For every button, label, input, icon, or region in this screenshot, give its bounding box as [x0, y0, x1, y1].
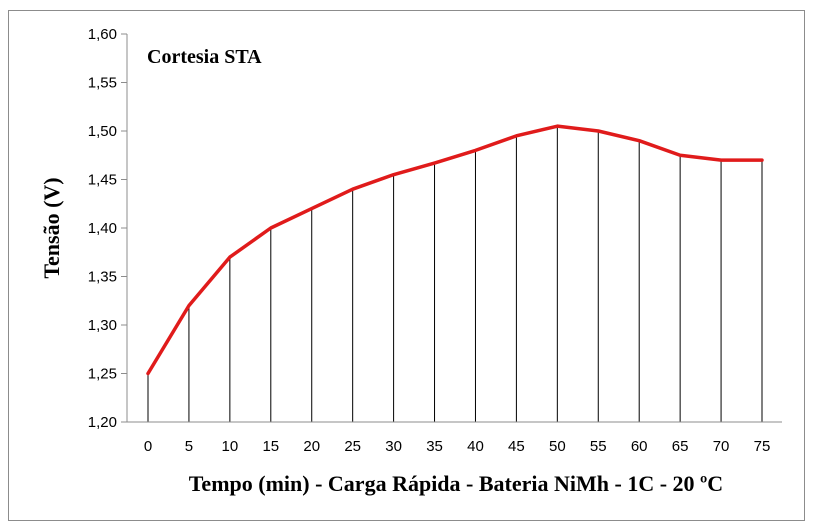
x-tick-label: 25	[344, 438, 361, 455]
x-tick-label: 40	[467, 438, 484, 455]
y-axis-label: Tensão (V)	[39, 177, 64, 278]
x-tick-label: 45	[508, 438, 525, 455]
x-axis-label: Tempo (min) - Carga Rápida - Bateria NiM…	[189, 471, 723, 496]
x-tick-label: 0	[144, 438, 152, 455]
x-tick-label: 5	[185, 438, 193, 455]
x-tick-label: 15	[262, 438, 279, 455]
x-tick-label: 35	[426, 438, 443, 455]
y-tick-label: 1,55	[88, 75, 117, 92]
y-tick-label: 1,35	[88, 269, 117, 286]
x-tick-label: 70	[713, 438, 730, 455]
y-tick-label: 1,60	[88, 26, 117, 43]
x-tick-label: 10	[222, 438, 239, 455]
x-tick-label: 55	[590, 438, 607, 455]
axes	[121, 33, 782, 423]
y-tick-label: 1,40	[88, 220, 117, 237]
x-tick-label: 60	[631, 438, 648, 455]
y-tick-label: 1,25	[88, 366, 117, 383]
y-tick-label: 1,20	[88, 414, 117, 431]
x-tick-label: 30	[385, 438, 402, 455]
y-tick-label: 1,45	[88, 172, 117, 189]
x-tick-labels: 0 5 10 15 20 25 30 35 40 45 50 55 60 65 70 75	[144, 438, 771, 455]
x-tick-label: 20	[303, 438, 320, 455]
chart-annotation: Cortesia STA	[147, 46, 262, 68]
y-tick-labels: 1,20 1,25 1,30 1,35 1,40 1,45 1,50 1,55 1,60	[88, 26, 117, 431]
y-tick-label: 1,30	[88, 317, 117, 334]
chart-frame	[8, 10, 805, 521]
x-tick-label: 65	[672, 438, 689, 455]
x-tick-label: 50	[549, 438, 566, 455]
x-tick-label: 75	[754, 438, 771, 455]
y-tick-label: 1,50	[88, 123, 117, 140]
drop-lines	[147, 126, 763, 422]
series-line	[146, 124, 764, 376]
